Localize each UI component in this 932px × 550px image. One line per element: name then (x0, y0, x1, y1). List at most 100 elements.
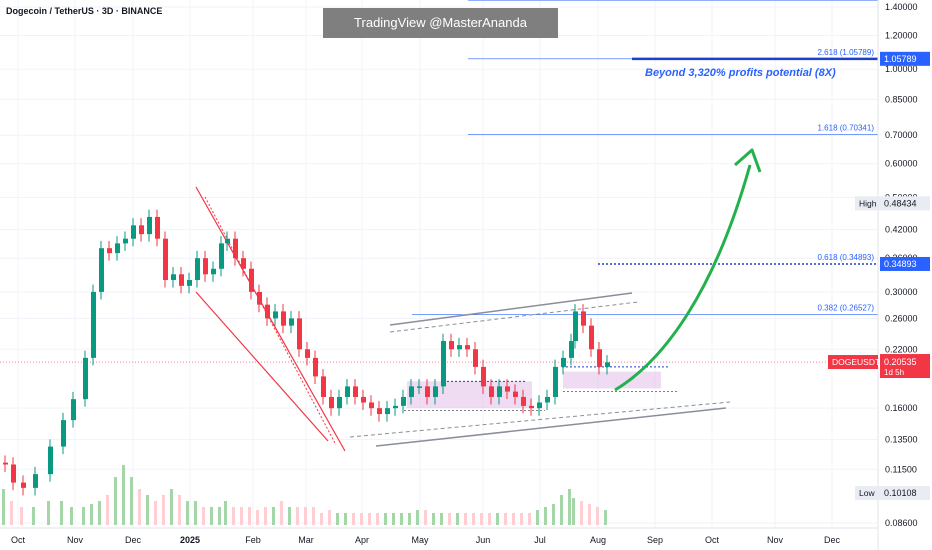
candle-body (449, 341, 454, 350)
volume-bar (122, 465, 125, 525)
candle-body (505, 386, 510, 392)
volume-bar (90, 504, 93, 525)
volume-bar (472, 513, 475, 525)
y-tick-label: 1.20000 (885, 31, 918, 41)
fib-level-label: 0.618 (0.34893) (818, 253, 875, 262)
y-tick-label: 1.00000 (885, 64, 918, 74)
candle-body (281, 311, 286, 326)
candle-body (353, 386, 358, 397)
price-badge (880, 486, 930, 501)
candle-body (265, 304, 270, 319)
volume-bar (10, 501, 13, 525)
candle-body (465, 345, 470, 350)
volume-bar (572, 498, 575, 525)
volume-bar (440, 513, 443, 525)
candle-body (457, 345, 462, 350)
candle-body (249, 268, 254, 292)
volume-bar (504, 513, 507, 525)
volume-bar (352, 513, 355, 525)
volume-bar (392, 513, 395, 525)
volume-bar (344, 513, 347, 525)
candle-body (441, 341, 446, 387)
volume-bar (296, 507, 299, 525)
fib-level-label: 1.618 (0.70341) (818, 123, 875, 132)
volume-bar (272, 507, 275, 525)
projection-arrow (614, 164, 752, 392)
symbol-tag (828, 355, 878, 370)
price-badge (880, 256, 930, 271)
candle-body (481, 366, 486, 387)
volume-bar (20, 507, 23, 525)
x-tick-label: Dec (125, 535, 142, 545)
volume-bar (368, 513, 371, 525)
volume-bar (604, 510, 607, 525)
range-bottom-inner (349, 401, 731, 438)
price-badge-value: 0.48434 (884, 198, 917, 208)
y-tick-label: 0.16000 (885, 403, 918, 413)
volume-bar (432, 513, 435, 525)
candle-body (433, 386, 438, 397)
price-badge-value: 0.10108 (884, 488, 917, 498)
price-badge-tag (855, 486, 880, 501)
x-tick-label: Jun (476, 535, 491, 545)
volume-bar (416, 510, 419, 525)
candle-body (605, 362, 610, 367)
x-tick-label: Apr (355, 535, 369, 545)
candle-body (297, 318, 302, 350)
candle-body (203, 258, 208, 275)
candle-body (107, 248, 112, 254)
volume-bar (186, 501, 189, 525)
candle-body (321, 376, 326, 397)
candle-body (361, 396, 366, 403)
candle-body (33, 474, 38, 488)
candle-body (289, 318, 294, 326)
candle-body (369, 402, 374, 409)
x-tick-label: Oct (11, 535, 26, 545)
channel-mid (204, 196, 337, 446)
candle-body (99, 248, 104, 292)
candle-body (569, 341, 574, 358)
volume-bar (320, 513, 323, 525)
range-bottom (375, 407, 727, 447)
candle-body (417, 386, 422, 388)
volume-bar (232, 507, 235, 525)
candle-body (589, 325, 594, 350)
volume-bar (488, 513, 491, 525)
y-tick-label: 0.26000 (885, 313, 918, 323)
y-tick-label: 1.40000 (885, 2, 918, 12)
candle-body (597, 349, 602, 367)
volume-bar (194, 501, 197, 525)
y-tick-label: 0.13500 (885, 435, 918, 445)
volume-bar (114, 477, 117, 525)
y-tick-label: 0.60000 (885, 159, 918, 169)
candle-body (187, 279, 192, 286)
volume-bar (580, 501, 583, 525)
volume-bar (552, 504, 555, 525)
volume-bar (248, 507, 251, 525)
candle-body (139, 225, 144, 235)
candle-body (179, 274, 184, 286)
volume-bar (448, 513, 451, 525)
channel-upper (195, 186, 346, 452)
x-tick-label: Nov (767, 535, 784, 545)
candle-body (171, 274, 176, 280)
price-badge-value: 0.34893 (884, 259, 917, 269)
candle-body (401, 396, 406, 406)
arrow-head (734, 148, 762, 173)
candle-body (211, 268, 216, 275)
candle-body (329, 396, 334, 409)
candle-body (233, 238, 238, 259)
candle-body (521, 396, 526, 406)
y-tick-label: 0.85000 (885, 94, 918, 104)
candle-body (553, 366, 558, 397)
range-top-inner (389, 301, 639, 333)
profit-annotation: Beyond 3,320% profits potential (8X) (645, 67, 836, 79)
candle-body (11, 464, 16, 483)
volume-bar (312, 507, 315, 525)
candle-body (377, 408, 382, 415)
candle-body (497, 386, 502, 397)
y-tick-label: 0.22000 (885, 344, 918, 354)
x-tick-label: Aug (590, 535, 606, 545)
candle-body (225, 238, 230, 244)
